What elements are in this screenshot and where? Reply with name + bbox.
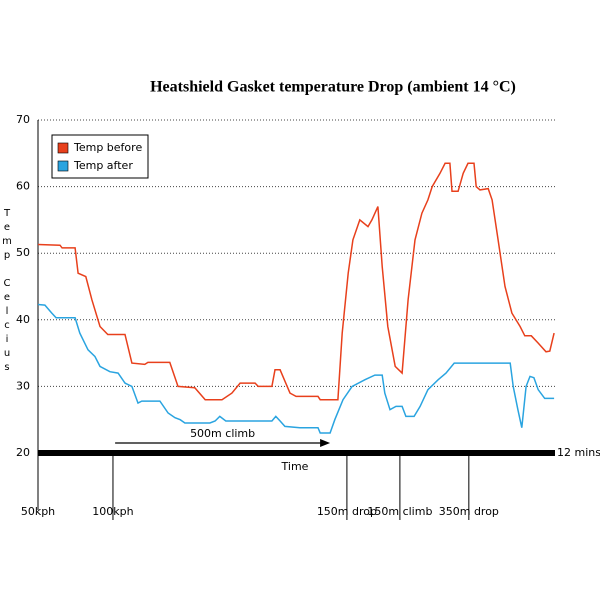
y-tick-label: 30: [16, 379, 30, 392]
y-tick-label: 20: [16, 446, 30, 459]
x-axis-label: Time: [281, 460, 309, 473]
series-line: [37, 162, 555, 401]
arrow-label: 500m climb: [190, 427, 255, 440]
y-tick-label: 70: [16, 113, 30, 126]
event-label: 50kph: [21, 505, 55, 518]
series-line: [37, 303, 555, 434]
legend-label: Temp after: [73, 159, 133, 172]
chart-title: Heatshield Gasket temperature Drop (ambi…: [150, 79, 516, 96]
y-tick-label: 60: [16, 180, 30, 193]
y-tick-label: 40: [16, 313, 30, 326]
x-end-label: 12 mins: [557, 446, 600, 459]
event-label: 150m climb: [367, 505, 432, 518]
arrow-head: [320, 439, 331, 447]
y-axis-label: Temp Celcius: [2, 208, 13, 376]
event-label: 150m drop: [317, 505, 377, 518]
x-axis: [38, 450, 555, 456]
event-label: 350m drop: [439, 505, 499, 518]
y-tick-label: 50: [16, 246, 30, 259]
legend-label: Temp before: [73, 141, 142, 154]
event-label: 100kph: [92, 505, 133, 518]
legend-swatch: [57, 142, 69, 154]
legend-swatch: [57, 160, 69, 172]
